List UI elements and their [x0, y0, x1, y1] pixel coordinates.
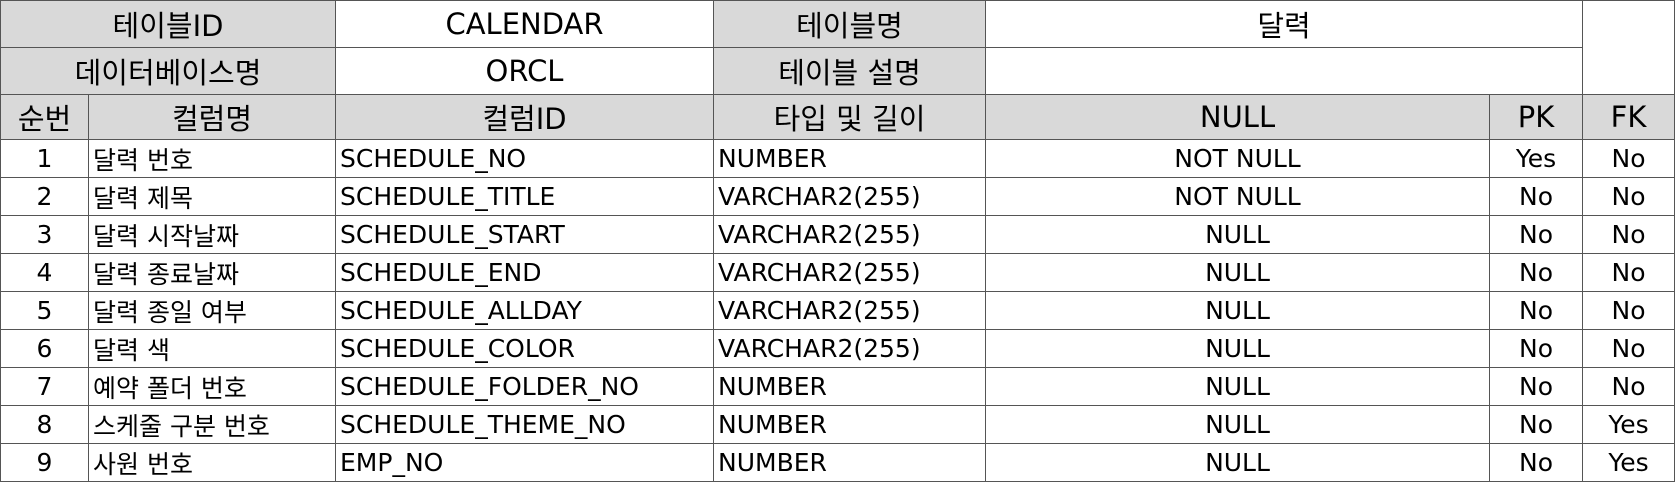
cell-column-id[interactable]: EMP_NO	[335, 443, 714, 482]
cell-seq[interactable]: 6	[0, 329, 89, 368]
cell-column-name[interactable]: 예약 폴더 번호	[88, 367, 336, 406]
cell-null[interactable]: NOT NULL	[985, 177, 1490, 216]
table-description-label[interactable]: 테이블 설명	[713, 47, 986, 95]
cell-fk[interactable]: No	[1582, 291, 1675, 330]
cell-column-name[interactable]: 달력 색	[88, 329, 336, 368]
cell-null[interactable]: NULL	[985, 253, 1490, 292]
cell-type-length[interactable]: NUMBER	[713, 139, 986, 178]
cell-column-name[interactable]: 달력 종료날짜	[88, 253, 336, 292]
table-name-label[interactable]: 테이블명	[713, 0, 986, 48]
cell-fk[interactable]: No	[1582, 215, 1675, 254]
header-null[interactable]: NULL	[985, 94, 1490, 140]
table-row: 3 달력 시작날짜 SCHEDULE_START VARCHAR2(255) NULL N…	[0, 215, 1675, 254]
cell-seq[interactable]: 4	[0, 253, 89, 292]
cell-fk[interactable]: No	[1582, 329, 1675, 368]
column-header-row: 순번 컬럼명 컬럼ID 타입 및 길이 NULL PK FK	[0, 94, 1675, 140]
cell-type-length[interactable]: NUMBER	[713, 443, 986, 482]
cell-seq[interactable]: 1	[0, 139, 89, 178]
cell-seq[interactable]: 9	[0, 443, 89, 482]
table-row: 2 달력 제목 SCHEDULE_TITLE VARCHAR2(255) NOT NUL…	[0, 177, 1675, 216]
cell-column-name[interactable]: 달력 번호	[88, 139, 336, 178]
cell-fk[interactable]: No	[1582, 177, 1675, 216]
cell-seq[interactable]: 5	[0, 291, 89, 330]
cell-pk[interactable]: No	[1489, 253, 1583, 292]
cell-pk[interactable]: No	[1489, 329, 1583, 368]
table-row: 6 달력 색 SCHEDULE_COLOR VARCHAR2(255) NULL No No	[0, 329, 1675, 368]
cell-column-name[interactable]: 달력 제목	[88, 177, 336, 216]
meta-row-table: 테이블ID CALENDAR 테이블명 달력	[0, 0, 1675, 95]
table-description-value[interactable]	[985, 47, 1583, 95]
cell-null[interactable]: NULL	[985, 443, 1490, 482]
header-column-name[interactable]: 컬럼명	[88, 94, 336, 140]
table-row: 9 사원 번호 EMP_NO NUMBER NULL No Yes	[0, 443, 1675, 482]
cell-column-name[interactable]: 스케줄 구분 번호	[88, 405, 336, 444]
table-id-label[interactable]: 테이블ID	[0, 0, 336, 48]
cell-type-length[interactable]: VARCHAR2(255)	[713, 215, 986, 254]
header-seq[interactable]: 순번	[0, 94, 89, 140]
cell-type-length[interactable]: VARCHAR2(255)	[713, 291, 986, 330]
header-column-id[interactable]: 컬럼ID	[335, 94, 714, 140]
header-pk[interactable]: PK	[1489, 94, 1583, 140]
cell-pk[interactable]: No	[1489, 215, 1583, 254]
table-row: 7 예약 폴더 번호 SCHEDULE_FOLDER_NO NUMBER NULL No N…	[0, 367, 1675, 406]
cell-column-id[interactable]: SCHEDULE_START	[335, 215, 714, 254]
table-row: 8 스케줄 구분 번호 SCHEDULE_THEME_NO NUMBER NULL No Y…	[0, 405, 1675, 444]
cell-column-id[interactable]: SCHEDULE_COLOR	[335, 329, 714, 368]
cell-seq[interactable]: 2	[0, 177, 89, 216]
cell-pk[interactable]: No	[1489, 443, 1583, 482]
cell-seq[interactable]: 7	[0, 367, 89, 406]
cell-column-name[interactable]: 달력 시작날짜	[88, 215, 336, 254]
cell-null[interactable]: NULL	[985, 215, 1490, 254]
cell-column-name[interactable]: 달력 종일 여부	[88, 291, 336, 330]
cell-pk[interactable]: No	[1489, 177, 1583, 216]
cell-column-name[interactable]: 사원 번호	[88, 443, 336, 482]
meta-row-database: 데이터베이스명 ORCL 테이블 설명	[0, 47, 1675, 95]
cell-seq[interactable]: 8	[0, 405, 89, 444]
cell-type-length[interactable]: VARCHAR2(255)	[713, 253, 986, 292]
cell-pk[interactable]: Yes	[1489, 139, 1583, 178]
table-row: 5 달력 종일 여부 SCHEDULE_ALLDAY VARCHAR2(255) NUL…	[0, 291, 1675, 330]
table-name-value[interactable]: 달력	[985, 0, 1583, 48]
cell-pk[interactable]: No	[1489, 405, 1583, 444]
cell-column-id[interactable]: SCHEDULE_ALLDAY	[335, 291, 714, 330]
cell-null[interactable]: NULL	[985, 291, 1490, 330]
blank-cell[interactable]	[1582, 0, 1675, 95]
cell-column-id[interactable]: SCHEDULE_NO	[335, 139, 714, 178]
cell-column-id[interactable]: SCHEDULE_FOLDER_NO	[335, 367, 714, 406]
cell-null[interactable]: NOT NULL	[985, 139, 1490, 178]
cell-fk[interactable]: Yes	[1582, 405, 1675, 444]
cell-type-length[interactable]: VARCHAR2(255)	[713, 329, 986, 368]
table-row: 4 달력 종료날짜 SCHEDULE_END VARCHAR2(255) NULL No N…	[0, 253, 1675, 292]
cell-seq[interactable]: 3	[0, 215, 89, 254]
cell-fk[interactable]: Yes	[1582, 443, 1675, 482]
header-fk[interactable]: FK	[1582, 94, 1675, 140]
cell-fk[interactable]: No	[1582, 139, 1675, 178]
database-name-label[interactable]: 데이터베이스명	[0, 47, 336, 95]
table-id-value[interactable]: CALENDAR	[335, 0, 714, 48]
cell-pk[interactable]: No	[1489, 291, 1583, 330]
cell-fk[interactable]: No	[1582, 253, 1675, 292]
cell-type-length[interactable]: NUMBER	[713, 367, 986, 406]
header-type-length[interactable]: 타입 및 길이	[713, 94, 986, 140]
cell-pk[interactable]: No	[1489, 367, 1583, 406]
cell-column-id[interactable]: SCHEDULE_THEME_NO	[335, 405, 714, 444]
cell-type-length[interactable]: VARCHAR2(255)	[713, 177, 986, 216]
table-row: 1 달력 번호 SCHEDULE_NO NUMBER NOT NULL Yes No	[0, 139, 1675, 178]
cell-fk[interactable]: No	[1582, 367, 1675, 406]
cell-null[interactable]: NULL	[985, 405, 1490, 444]
database-name-value[interactable]: ORCL	[335, 47, 714, 95]
cell-type-length[interactable]: NUMBER	[713, 405, 986, 444]
cell-null[interactable]: NULL	[985, 367, 1490, 406]
cell-column-id[interactable]: SCHEDULE_END	[335, 253, 714, 292]
cell-null[interactable]: NULL	[985, 329, 1490, 368]
cell-column-id[interactable]: SCHEDULE_TITLE	[335, 177, 714, 216]
